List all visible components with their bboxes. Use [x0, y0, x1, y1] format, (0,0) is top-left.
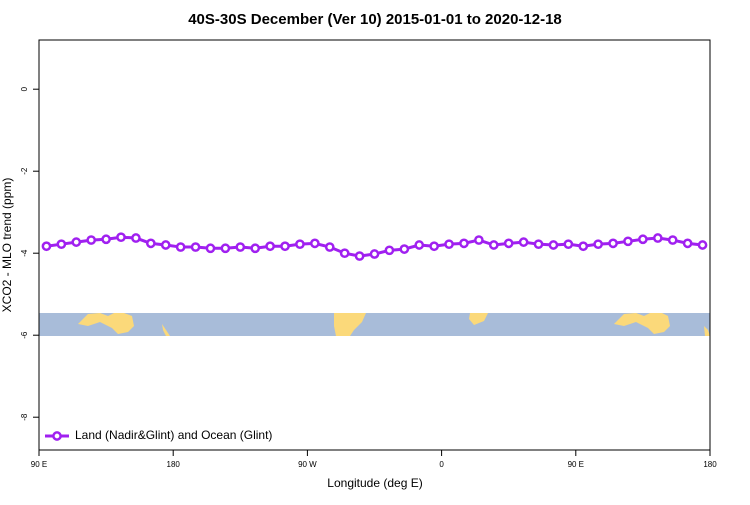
- data-point: [459, 238, 469, 249]
- data-point: [175, 242, 186, 252]
- data-point: [399, 244, 410, 254]
- data-point: [41, 241, 52, 252]
- land: [78, 313, 134, 334]
- data-point: [638, 234, 648, 245]
- land: [704, 326, 710, 336]
- data-point: [101, 234, 111, 245]
- data-point: [563, 239, 574, 250]
- data-point: [533, 239, 544, 250]
- y-tick-label: -8: [20, 413, 29, 421]
- data-point: [474, 235, 484, 245]
- data-point: [578, 241, 589, 252]
- data-point: [593, 239, 604, 250]
- legend-marker: [52, 431, 62, 441]
- x-tick-label: 90 E: [568, 460, 584, 469]
- ocean: [39, 313, 710, 336]
- y-tick-label: -2: [20, 167, 29, 175]
- data-point: [71, 237, 82, 247]
- land: [334, 313, 366, 336]
- y-tick-label: -4: [20, 249, 29, 257]
- data-point: [339, 248, 350, 259]
- land: [162, 324, 170, 336]
- x-tick-label: 90 W: [298, 460, 317, 469]
- x-axis-label: Longitude (deg E): [327, 476, 422, 490]
- y-axis-label: XCO2 - MLO trend (ppm): [0, 178, 14, 313]
- data-point: [488, 240, 499, 250]
- x-tick-label: 0: [439, 460, 444, 469]
- plot-frame: [38, 39, 711, 451]
- data-point: [220, 243, 231, 254]
- legend-item: Land (Nadir&Glint) and Ocean (Glint): [45, 428, 272, 442]
- map-strip: [39, 313, 710, 336]
- data-point: [131, 233, 141, 243]
- data-point: [697, 240, 708, 250]
- land: [469, 313, 488, 325]
- chart-title: 40S-30S December (Ver 10) 2015-01-01 to …: [188, 11, 562, 28]
- data-point: [324, 242, 335, 252]
- x-tick-label: 180: [167, 460, 181, 469]
- data-point: [444, 239, 454, 250]
- legend-label: Land (Nadir&Glint) and Ocean (Glint): [75, 428, 272, 442]
- data-point: [623, 236, 633, 247]
- data-point: [354, 251, 365, 261]
- data-point: [250, 243, 261, 254]
- x-tick-label: 180: [703, 460, 717, 469]
- data-point: [295, 239, 305, 250]
- data-point: [235, 242, 246, 252]
- data-point: [86, 235, 97, 245]
- data-point: [652, 233, 663, 243]
- data-point: [145, 238, 156, 249]
- y-tick-label: -6: [20, 331, 29, 339]
- data-point: [116, 232, 126, 243]
- data-point: [369, 249, 380, 259]
- data-point: [429, 241, 439, 252]
- data-point: [205, 243, 216, 254]
- data-point: [682, 238, 693, 249]
- data-point: [518, 237, 529, 247]
- data-point: [608, 238, 618, 249]
- x-tick-label: 90 E: [31, 460, 47, 469]
- data-point: [310, 238, 320, 249]
- data-point: [160, 240, 171, 250]
- data-point: [414, 240, 425, 250]
- data-point: [384, 245, 395, 256]
- y-tick-label: 0: [20, 86, 29, 91]
- land: [614, 313, 670, 334]
- data-point: [280, 241, 290, 252]
- data-point: [56, 239, 67, 250]
- data-point: [265, 241, 275, 252]
- data-point: [548, 240, 559, 250]
- data-point: [667, 235, 678, 245]
- data-point: [190, 242, 201, 252]
- data-point: [503, 238, 514, 249]
